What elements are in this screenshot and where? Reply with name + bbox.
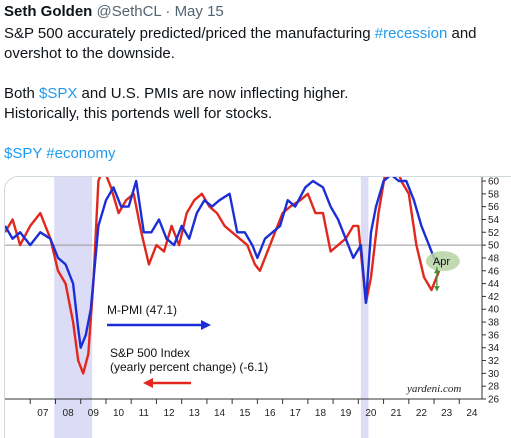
tweet-text: S&P 500 accurately predicted/priced the …	[4, 24, 508, 164]
text-segment: Both	[4, 85, 40, 102]
x-tick-label: 15	[239, 408, 251, 419]
tweet-line-5: $SPY #economy	[4, 144, 508, 164]
y-tick-label: 54	[488, 215, 500, 226]
x-tick-label: 12	[163, 408, 175, 419]
y-tick-label: 44	[488, 279, 500, 290]
y-tick-label: 32	[488, 356, 500, 367]
x-tick-label: 16	[264, 408, 276, 419]
yardeni-watermark: yardeni.com	[406, 383, 461, 395]
hashtag-economy-link[interactable]: #economy	[46, 145, 116, 162]
x-tick-label: 17	[290, 408, 302, 419]
cashtag-spx-link[interactable]: $SPX	[39, 85, 78, 102]
y-tick-label: 50	[488, 241, 500, 252]
legend-spx-arrow	[143, 378, 191, 388]
author-name[interactable]: Seth Golden	[4, 3, 93, 20]
cashtag-spy-link[interactable]: $SPY	[4, 145, 43, 162]
tweet-line-1: S&P 500 accurately predicted/priced the …	[4, 24, 508, 44]
x-tick-label: 19	[340, 408, 352, 419]
recession-band-0	[54, 177, 93, 438]
legend-pmi-arrow-head	[201, 320, 211, 330]
y-tick-label: 28	[488, 382, 500, 393]
apr-arrow-head-down	[433, 286, 440, 292]
y-tick-label: 46	[488, 266, 500, 277]
tweet-line-4: Historically, this portends well for sto…	[4, 105, 273, 122]
y-tick-label: 30	[488, 369, 500, 380]
x-tick-label: 08	[63, 408, 75, 419]
x-tick-label: 09	[88, 408, 100, 419]
legend-pmi-arrow	[107, 320, 211, 330]
text-segment: and	[447, 25, 477, 42]
legend-spx-label: S&P 500 Index	[110, 346, 190, 360]
x-tick-label: 20	[365, 408, 377, 419]
y-tick-label: 38	[488, 318, 500, 329]
legend-pmi-label: M-PMI (47.1)	[107, 303, 177, 317]
hashtag-recession-link[interactable]: #recession	[374, 25, 448, 42]
y-tick-label: 58	[488, 189, 500, 200]
text-segment: and U.S. PMIs are now inflecting higher.	[77, 85, 349, 102]
x-tick-label: 23	[441, 408, 453, 419]
x-tick-label: 21	[391, 408, 403, 419]
series-lines-group	[5, 177, 443, 375]
y-tick-label: 56	[488, 202, 500, 213]
y-tick-label: 52	[488, 228, 500, 239]
recession-band-1	[360, 177, 369, 438]
tweet-header: Seth Golden @SethCL · May 15	[4, 3, 224, 21]
author-handle[interactable]: @SethCL	[96, 3, 162, 20]
x-tick-label: 14	[214, 408, 226, 419]
apr-annotation-ellipse	[425, 251, 460, 272]
y-tick-label: 34	[488, 343, 500, 354]
tweet-date[interactable]: May 15	[174, 3, 224, 20]
y-tick-label: 26	[488, 395, 500, 406]
header-separator: ·	[165, 3, 171, 20]
y-tick-label: 60	[488, 177, 500, 188]
x-tick-label: 22	[416, 408, 428, 419]
apr-arrow-head-up	[433, 268, 440, 274]
text-segment: S&P 500 accurately predicted/priced the …	[4, 25, 375, 42]
legend-spx-arrow-head	[143, 378, 153, 388]
y-tick-label: 48	[488, 253, 500, 264]
y-tick-label: 36	[488, 330, 500, 341]
x-tick-label: 11	[139, 408, 150, 419]
tweet-line-2: overshot to the downside.	[4, 45, 175, 62]
legend-spx-sublabel: (yearly percent change) (-6.1)	[110, 360, 268, 374]
apr-annotation-arrow	[433, 267, 440, 292]
tweet-line-3: Both $SPX and U.S. PMIs are now inflecti…	[4, 84, 508, 104]
apr-annotation-label: Apr	[433, 256, 450, 268]
x-tick-label: 10	[113, 408, 125, 419]
paragraph-gap	[4, 124, 508, 144]
recession-shading-group	[54, 177, 369, 438]
x-tick-label: 24	[466, 408, 478, 419]
x-tick-label: 07	[37, 408, 49, 419]
tweet-media-image[interactable]: 26 28 30 32 34 36 38 40 42 44 46 48 50 52 54 56 58 60 07 08…	[4, 176, 511, 438]
x-tick-label: 13	[189, 408, 201, 419]
y-tick-label: 40	[488, 305, 500, 316]
y-tick-label: 42	[488, 292, 500, 303]
x-tick-label: 18	[315, 408, 327, 419]
paragraph-gap	[4, 64, 508, 84]
pmi-series-line	[5, 177, 443, 349]
